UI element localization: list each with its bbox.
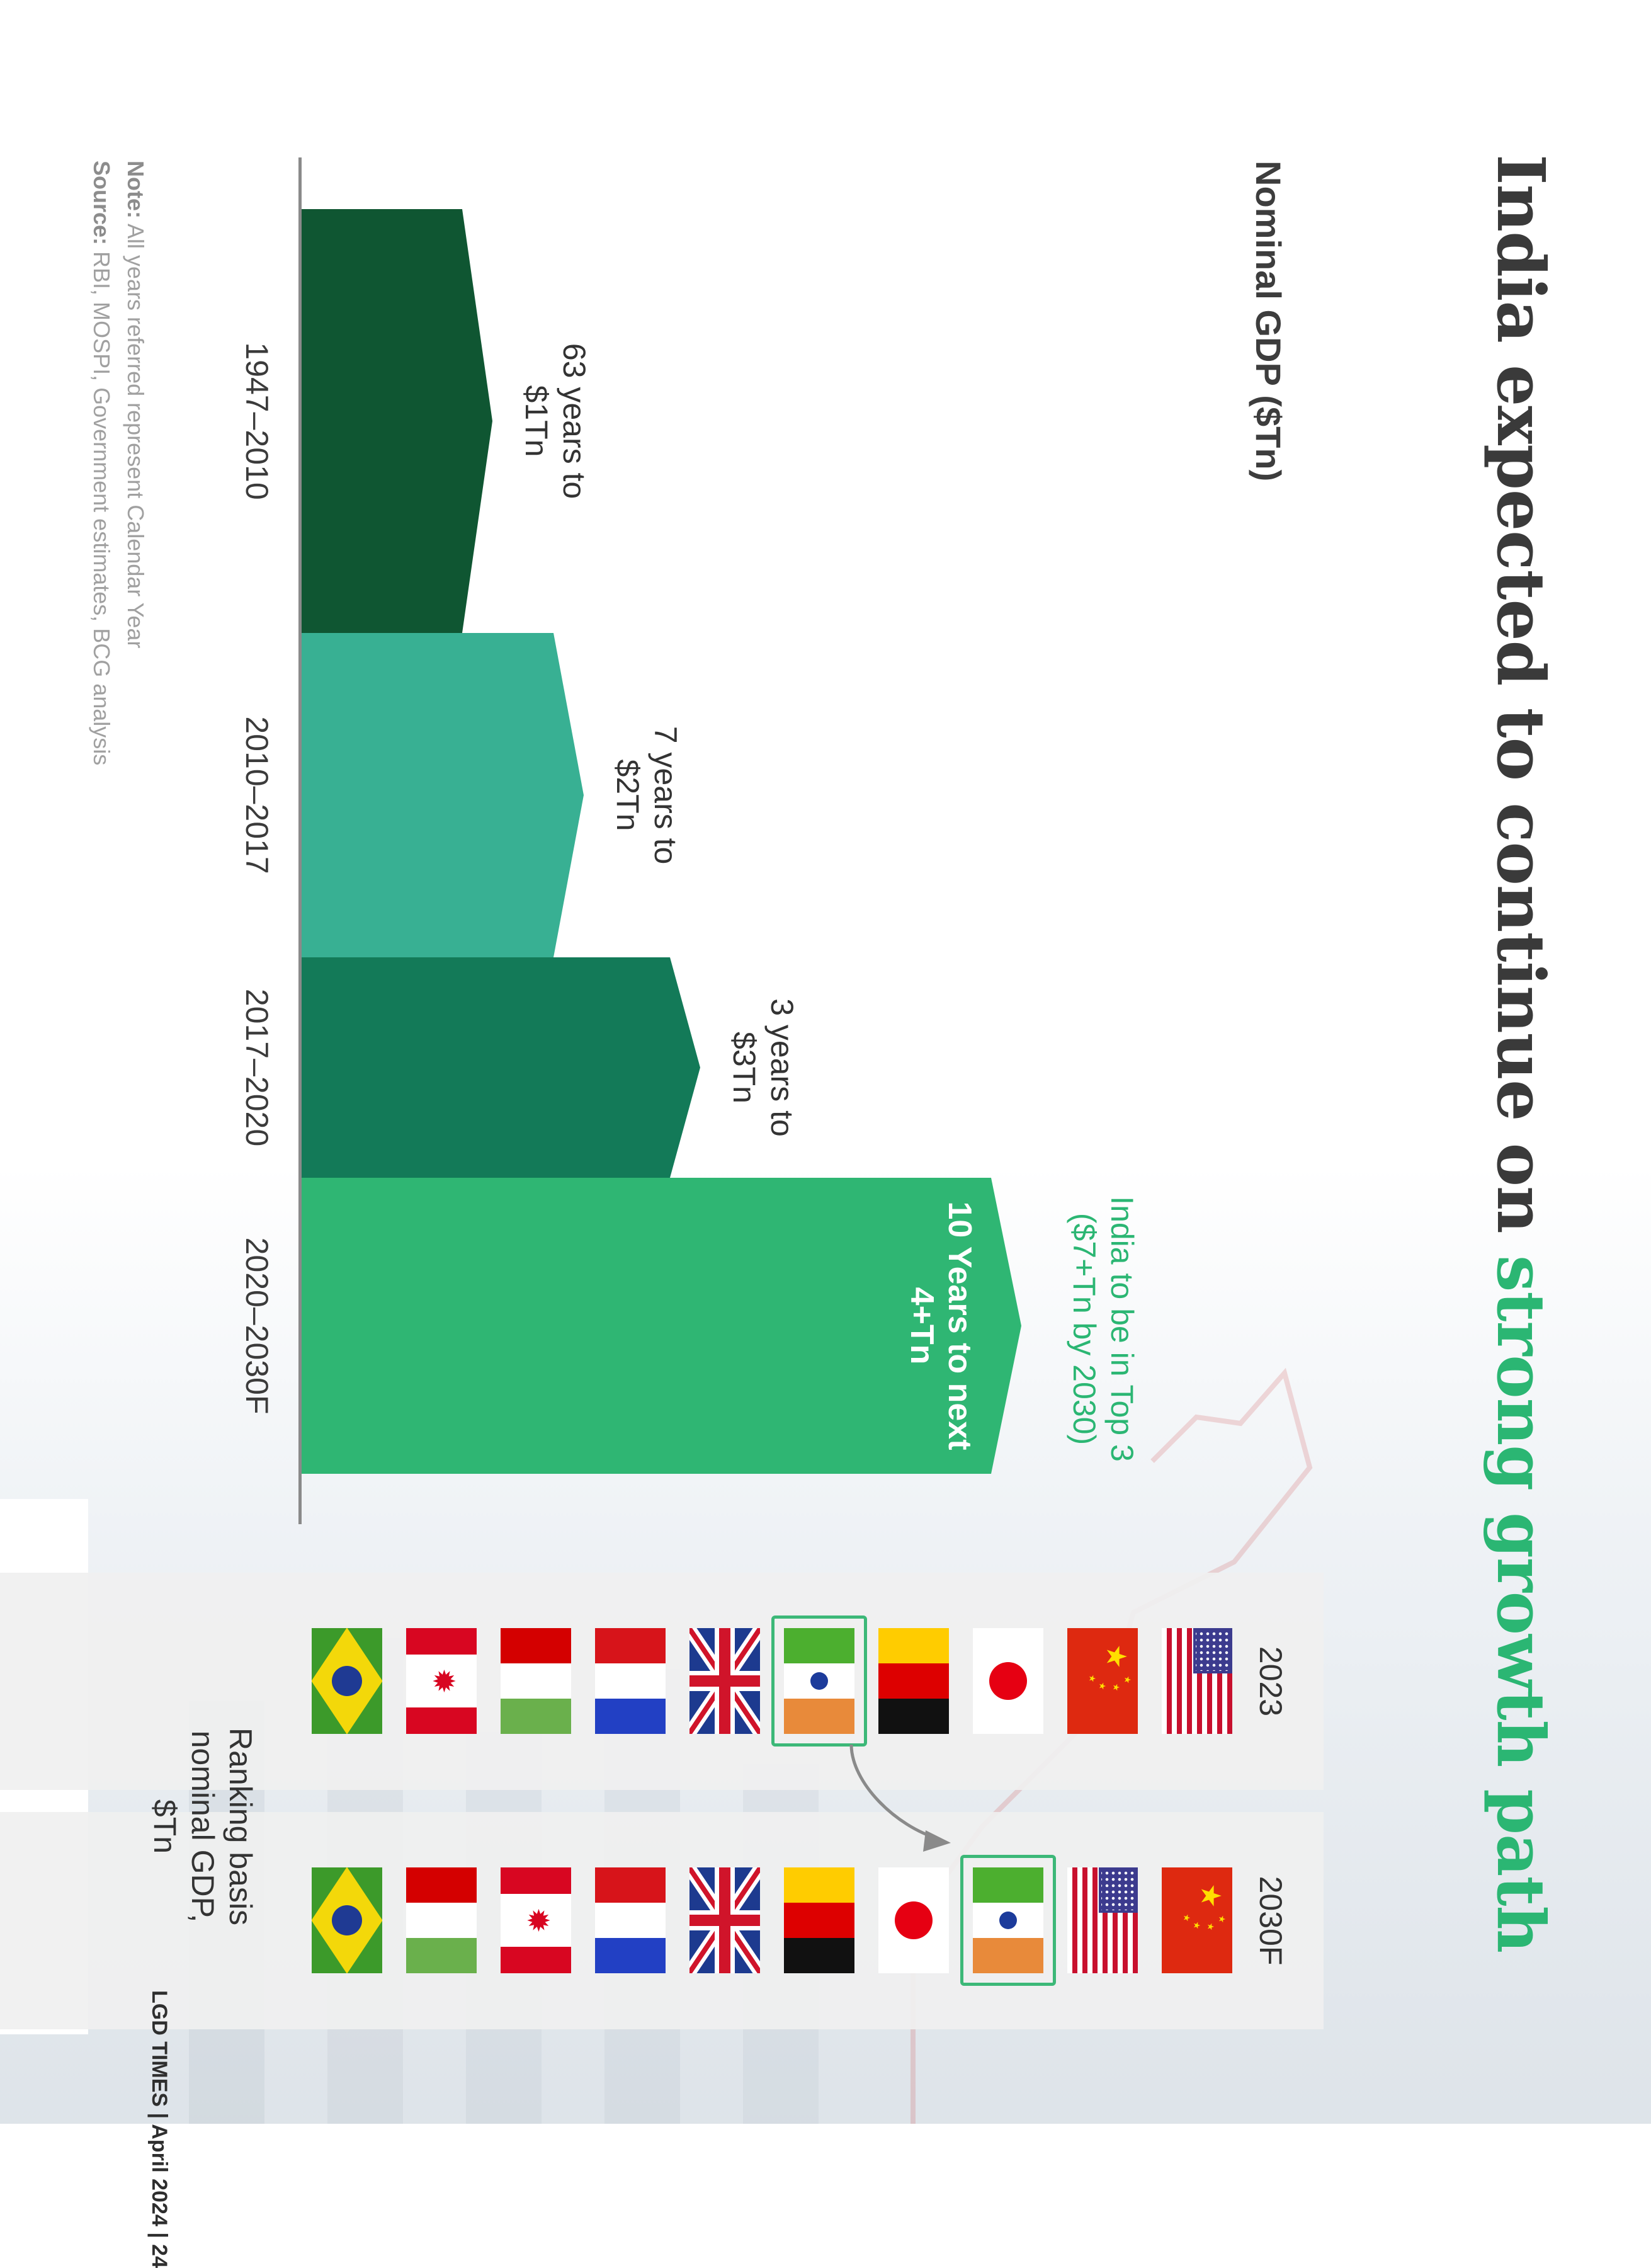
source-label: Source: <box>89 161 115 246</box>
note-text: All years referred represent Calendar Ye… <box>123 219 149 649</box>
note-label: Note: <box>123 161 149 219</box>
gdp-bar-3 <box>302 957 700 1178</box>
chart-note: Note: All years referred represent Calen… <box>84 161 152 765</box>
gdp-bar-1 <box>302 209 492 633</box>
rotated-content: India expected to continue on strong gro… <box>0 154 1560 2268</box>
gdp-bar-chart <box>302 209 1021 1474</box>
gdp-bar-4 <box>302 1178 1021 1474</box>
rank-change-arrow <box>849 1744 951 1852</box>
gdp-bar-2 <box>302 633 584 957</box>
source-text: RBI, MOSPI, Government estimates, BCG an… <box>89 245 115 766</box>
page-footer: LGD TIMES | April 2024 | 24 <box>147 1990 171 2268</box>
ranking-basis-label: Ranking basis nominal GDP, $Tn <box>147 1727 258 1926</box>
